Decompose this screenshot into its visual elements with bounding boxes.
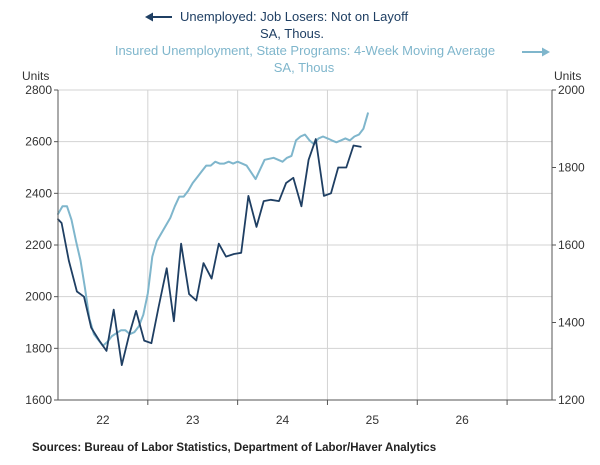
x-tick-label-24: 24 [276,413,290,427]
x-tick-label-23: 23 [186,413,200,427]
series-lines [57,112,369,367]
right-tick-label-2: 1600 [558,238,585,252]
left-tick-label-4: 2400 [25,186,52,200]
right-tick-label-0: 1200 [558,393,585,407]
legend: Unemployed: Job Losers: Not on Layoff SA… [115,9,550,75]
left-tick-label-0: 1600 [25,393,52,407]
left-tick-label-2: 2000 [25,290,52,304]
right-axis-unit: Units [554,69,581,83]
series-line-job-losers [57,138,362,367]
left-tick-label-1: 1800 [25,341,52,355]
right-tick-label-3: 1800 [558,161,585,175]
series-line-insured-unemployment [57,112,369,347]
legend-arrow-left [145,12,172,22]
legend-series-2-line1: Insured Unemployment, State Programs: 4-… [115,43,495,58]
right-tick-label-4: 2000 [558,83,585,97]
legend-arrow-right [522,47,550,57]
legend-series-1-line1: Unemployed: Job Losers: Not on Layoff [180,9,409,24]
x-tick-label-25: 25 [366,413,380,427]
left-tick-label-3: 2200 [25,238,52,252]
right-tick-label-1: 1400 [558,316,585,330]
axis-ticks: 1600 1800 2000 2200 2400 2600 2800 1200 1400 1600… [25,83,585,427]
left-tick-label-6: 2800 [25,83,52,97]
grid [58,89,552,400]
x-tick-label-22: 22 [96,413,110,427]
legend-series-2-line2: SA, Thous [274,60,335,75]
left-axis-unit: Units [22,69,49,83]
left-tick-label-5: 2600 [25,135,52,149]
x-tick-label-26: 26 [456,413,470,427]
plot-frame [57,90,553,401]
source-note: Sources: Bureau of Labor Statistics, Dep… [32,442,436,454]
legend-series-1-line2: SA, Thous. [260,26,324,41]
